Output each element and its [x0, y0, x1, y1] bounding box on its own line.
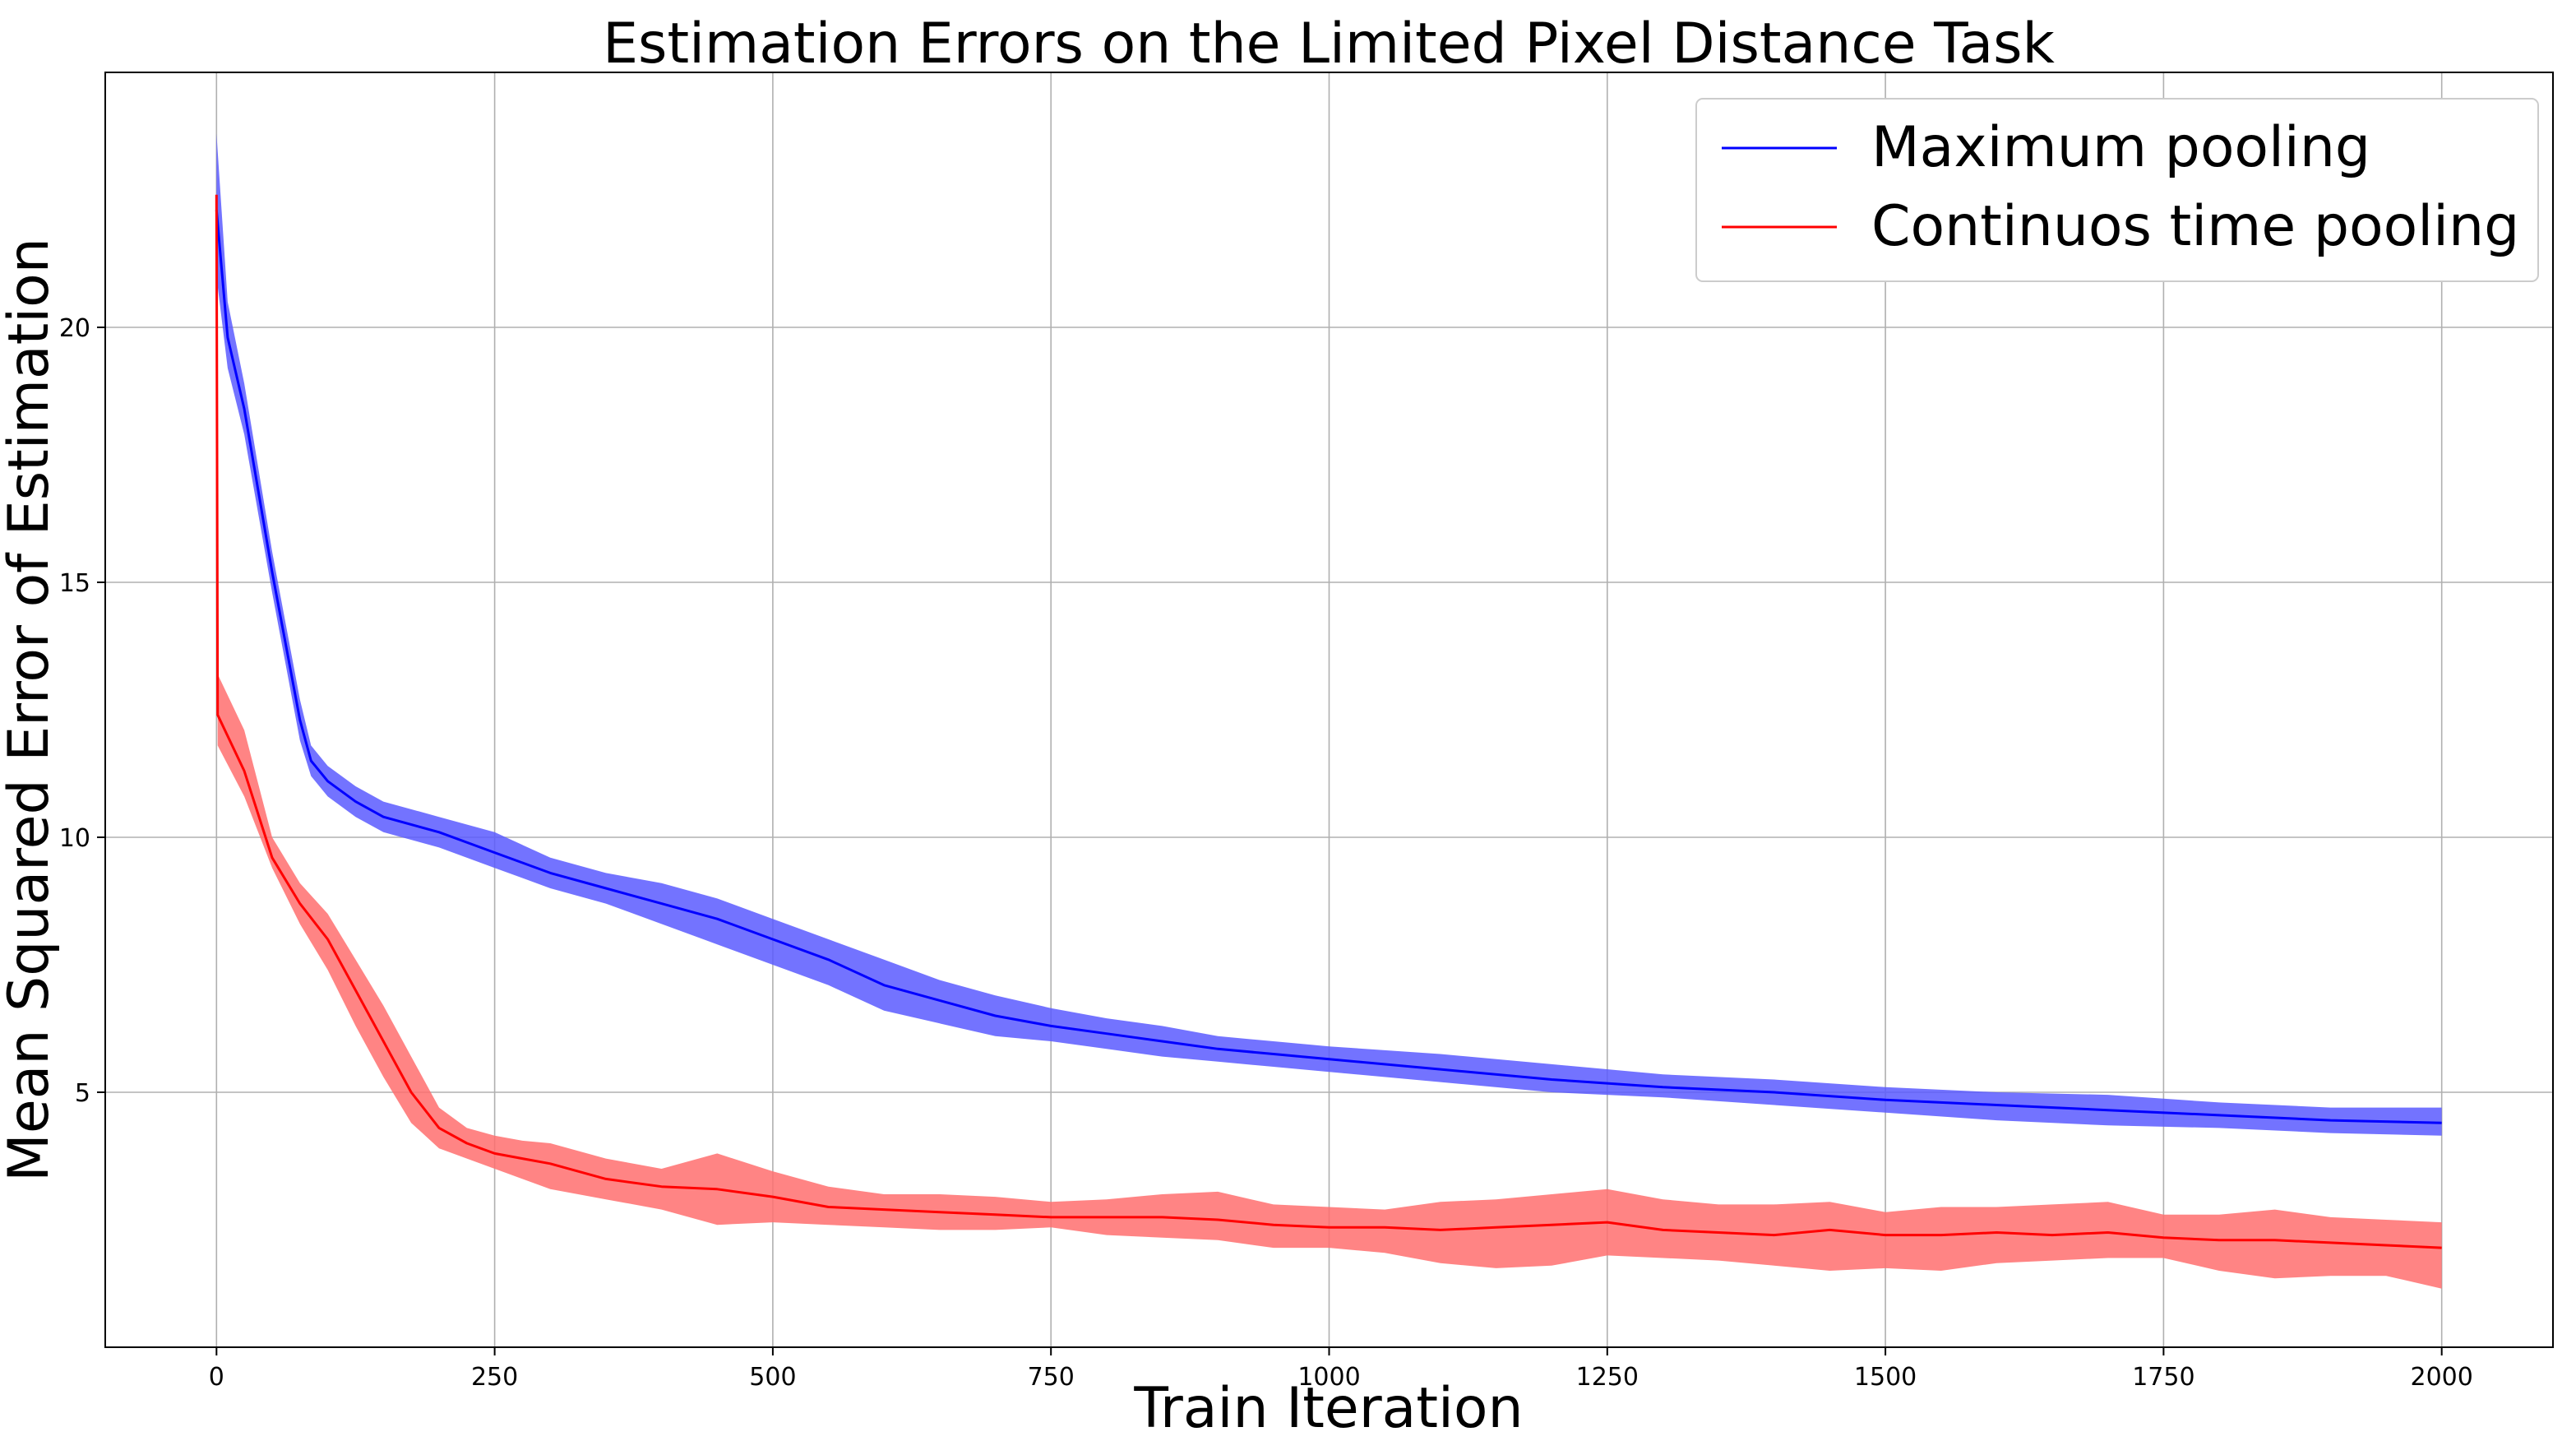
- grid-lines: [105, 72, 2553, 1347]
- axis-ticks: [97, 327, 2443, 1355]
- tick-labels: 0 250 500 750 1000 1250 1500 1750 2000 5 10 15 20: [59, 314, 2473, 1392]
- legend: Maximum pooling Continuos time pooling: [1695, 98, 2539, 282]
- x-tick-label: 1750: [2132, 1363, 2194, 1392]
- y-axis-label: Mean Squared Error of Estimation: [0, 238, 62, 1182]
- chart-title: Estimation Errors on the Limited Pixel D…: [603, 12, 2055, 76]
- x-tick-label: 2000: [2411, 1363, 2473, 1392]
- series-line-maximum-pooling: [215, 210, 2442, 1124]
- y-tick-label: 20: [59, 314, 90, 343]
- y-tick-label: 10: [59, 824, 90, 853]
- x-tick-label: 500: [749, 1363, 796, 1392]
- x-tick-label: 1500: [1854, 1363, 1917, 1392]
- series-lines: [215, 194, 2442, 1249]
- legend-box: [1695, 98, 2539, 282]
- series-line-continuos-time-pooling: [215, 194, 2442, 1249]
- x-tick-label: 1250: [1576, 1363, 1639, 1392]
- legend-label-continuos-time-pooling: Continuos time pooling: [1871, 194, 2519, 259]
- legend-label-maximum-pooling: Maximum pooling: [1871, 115, 2370, 180]
- y-tick-label: 5: [75, 1079, 90, 1108]
- x-tick-label: 750: [1028, 1363, 1075, 1392]
- y-tick-label: 15: [59, 569, 90, 598]
- x-axis-label: Train Iteration: [1133, 1376, 1523, 1441]
- x-tick-label: 1000: [1297, 1363, 1360, 1392]
- x-tick-label: 250: [471, 1363, 518, 1392]
- x-tick-label: 0: [209, 1363, 224, 1392]
